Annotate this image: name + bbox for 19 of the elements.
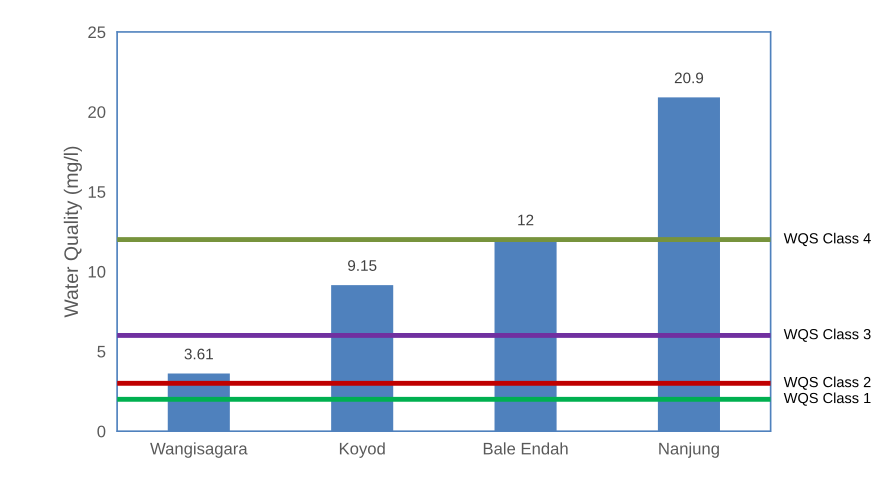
ref-line-label: WQS Class 2 [784,376,870,390]
data-label: 20.9 [674,72,704,84]
x-tick-label: Nanjung [659,442,719,458]
x-tick-label: Koyod [340,442,385,458]
y-tick-label: 15 [88,186,106,198]
x-tick-label: Bale Endah [484,442,568,455]
y-tick-label: 5 [97,346,106,358]
y-tick-label: 10 [88,266,106,278]
ref-line-label: WQS Class 4 [784,232,871,246]
y-tick-label: 20 [88,106,106,118]
x-tick-label: Wangisagara [150,442,248,458]
data-label: 9.15 [348,260,376,271]
data-label: 3.61 [184,348,213,360]
ref-line-label: WQS Class 3 [784,328,871,342]
ref-line-label: WQS Class 1 [784,392,870,406]
data-label: 12 [518,214,534,226]
y-tick-label: 0 [97,426,106,438]
y-axis-title: Water Quality (mg/l) [64,146,82,318]
y-tick-label: 25 [88,26,106,38]
